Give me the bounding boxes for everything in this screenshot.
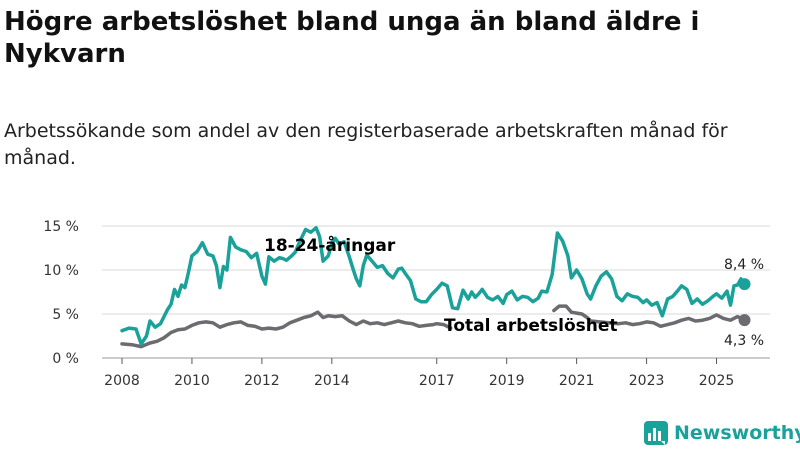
total-end-marker	[738, 314, 751, 327]
chart-title: Högre arbetslöshet bland unga än bland ä…	[4, 7, 700, 69]
total-end-label: 4,3 %	[724, 333, 764, 349]
y-axis-ticks: 0 % 5 % 10 % 15 %	[43, 219, 79, 367]
x-tick-label: 2010	[174, 373, 210, 389]
x-tick-label: 2008	[104, 373, 140, 389]
youth-end-label: 8,4 %	[724, 257, 764, 273]
x-axis-ticks: 2008 2010 2012 2014 2017 2019 2021 2023 2025	[104, 358, 734, 389]
youth-end-marker	[738, 278, 751, 291]
x-tick-label: 2017	[419, 373, 455, 389]
y-tick-label: 0 %	[52, 351, 79, 367]
newsworthy-logo-icon	[644, 421, 668, 445]
grid-layer	[102, 225, 770, 359]
newsworthy-logo[interactable]: Newsworthy	[644, 420, 800, 446]
x-tick-label: 2025	[699, 373, 735, 389]
series-layer	[120, 226, 751, 349]
x-tick-label: 2012	[244, 373, 280, 389]
x-tick-label: 2021	[559, 373, 595, 389]
y-tick-label: 15 %	[43, 219, 79, 235]
youth-series-label: 18-24-åringar	[264, 234, 396, 256]
total-series-label: Total arbetslöshet	[444, 316, 618, 336]
total-series-line	[552, 304, 747, 329]
x-tick-label: 2023	[629, 373, 665, 389]
y-tick-label: 5 %	[52, 307, 79, 323]
brand-name: Newsworthy	[674, 422, 800, 444]
chart-subtitle: Arbetssökande som andel av den registerb…	[4, 120, 728, 169]
x-tick-label: 2019	[489, 373, 525, 389]
total-series-line	[120, 310, 453, 349]
youth-series-line	[120, 226, 747, 346]
x-tick-label: 2014	[314, 373, 350, 389]
y-tick-label: 10 %	[43, 263, 79, 279]
